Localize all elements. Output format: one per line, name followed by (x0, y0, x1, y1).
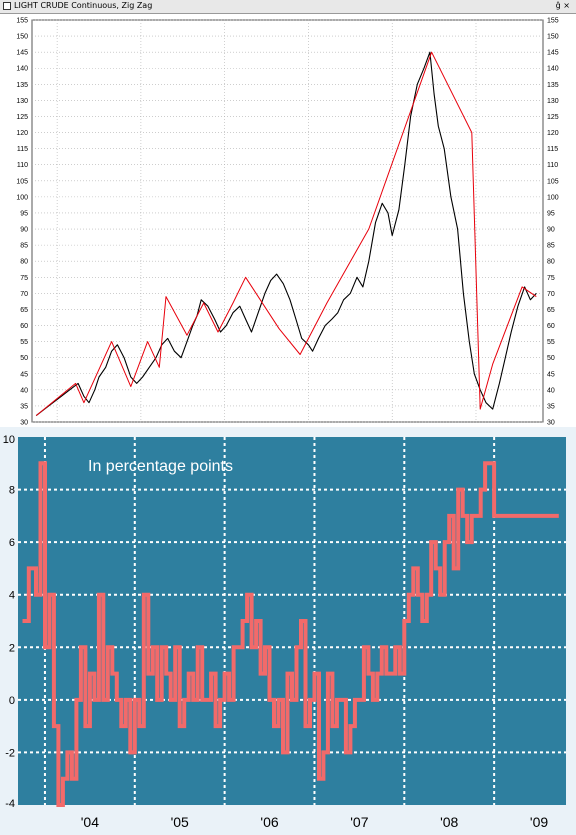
price-line (35, 51, 537, 417)
x-tick-label: '06 (260, 814, 278, 830)
y-tick-label-left: 120 (16, 130, 28, 137)
y-tick-label-right: 30 (547, 420, 555, 427)
zigzag-line (35, 51, 537, 416)
y-tick-label-left: 100 (16, 194, 28, 201)
y-tick-label: 10 (3, 434, 15, 446)
y-tick-label-right: 70 (547, 291, 555, 298)
y-tick-label-left: 125 (16, 114, 28, 121)
x-tick-label: '05 (171, 814, 189, 830)
y-tick-label-left: 30 (20, 420, 28, 427)
y-tick-label: 2 (9, 642, 15, 654)
y-tick-label-left: 65 (20, 307, 28, 314)
plot-area (18, 437, 566, 805)
x-tick-label: '09 (530, 814, 548, 830)
y-tick-label-right: 75 (547, 275, 555, 282)
y-tick-label-left: 135 (16, 82, 28, 89)
y-tick-label: 6 (9, 537, 15, 549)
y-tick-label: 4 (9, 590, 15, 602)
percentage-line (22, 461, 559, 807)
y-tick-label: 0 (9, 695, 15, 707)
y-tick-label-left: 85 (20, 243, 28, 250)
y-tick-label-right: 65 (547, 307, 555, 314)
y-tick-label-right: 90 (547, 227, 555, 234)
chart-subtitle: In percentage points (88, 458, 233, 475)
y-tick-label-left: 80 (20, 259, 28, 266)
y-tick-label-right: 140 (547, 66, 559, 73)
y-tick-label-left: 110 (17, 162, 28, 169)
y-tick-label-left: 40 (20, 387, 28, 394)
y-tick-label-right: 50 (547, 355, 555, 362)
y-tick-label-right: 120 (547, 130, 559, 137)
y-tick-label-left: 130 (16, 98, 28, 105)
y-tick-label: -2 (5, 747, 15, 759)
y-tick-label-right: 35 (547, 403, 555, 410)
y-tick-label-left: 150 (16, 34, 28, 41)
y-tick-label-left: 45 (20, 371, 28, 378)
percentage-points-panel: -4 -2 0 2 4 6 8 10 '04 '05 '06 '07 '08 '09 In percenta… (0, 427, 576, 835)
y-tick-label-left: 60 (20, 323, 28, 330)
y-tick-label-left: 35 (20, 403, 28, 410)
y-tick-label-left: 55 (20, 339, 28, 346)
y-tick-label-left: 145 (16, 50, 28, 57)
y-tick-label-right: 125 (547, 114, 559, 121)
y-tick-label-left: 90 (20, 227, 28, 234)
y-tick-label-right: 155 (547, 18, 559, 25)
y-tick-label-right: 85 (547, 243, 555, 250)
y-tick-label-right: 110 (547, 162, 558, 169)
y-tick-label: -4 (5, 798, 15, 810)
y-tick-label-left: 95 (20, 210, 28, 217)
y-tick-label-left: 105 (16, 178, 28, 185)
y-tick-label-right: 115 (547, 146, 558, 153)
y-tick-label-right: 100 (547, 194, 559, 201)
y-tick-label-left: 50 (20, 355, 28, 362)
y-tick-label-right: 40 (547, 387, 555, 394)
y-tick-label-left: 155 (16, 18, 28, 25)
y-tick-label-left: 70 (20, 291, 28, 298)
x-tick-label: '04 (81, 814, 99, 830)
window-title: LIGHT CRUDE Continuous, Zig Zag (14, 1, 153, 10)
y-tick-label-left: 75 (20, 275, 28, 282)
y-tick-label: 8 (9, 485, 15, 497)
crude-price-chart: 30 30 35 35 40 40 45 45 50 50 55 55 60 60 65 65 70 70 75 75… (16, 18, 559, 427)
percentage-points-chart: -4 -2 0 2 4 6 8 10 '04 '05 '06 '07 '08 '09 In percenta… (3, 434, 566, 830)
y-tick-label-right: 55 (547, 339, 555, 346)
y-tick-label-right: 45 (547, 371, 555, 378)
window-control-buttons[interactable]: ĝ × (555, 1, 570, 10)
y-tick-label-right: 95 (547, 210, 555, 217)
y-tick-label-right: 145 (547, 50, 559, 57)
window-icon[interactable] (3, 2, 11, 10)
y-tick-label-right: 150 (547, 34, 559, 41)
y-tick-label-right: 130 (547, 98, 559, 105)
y-tick-label-left: 115 (17, 146, 28, 153)
x-tick-label: '07 (350, 814, 368, 830)
y-tick-label-left: 140 (16, 66, 28, 73)
y-tick-label-right: 105 (547, 178, 559, 185)
y-tick-label-right: 60 (547, 323, 555, 330)
y-tick-label-right: 80 (547, 259, 555, 266)
x-tick-label: '08 (440, 814, 458, 830)
y-tick-label-right: 135 (547, 82, 559, 89)
window-title-bar: LIGHT CRUDE Continuous, Zig Zag ĝ × (0, 0, 576, 14)
plot-area (31, 19, 544, 423)
